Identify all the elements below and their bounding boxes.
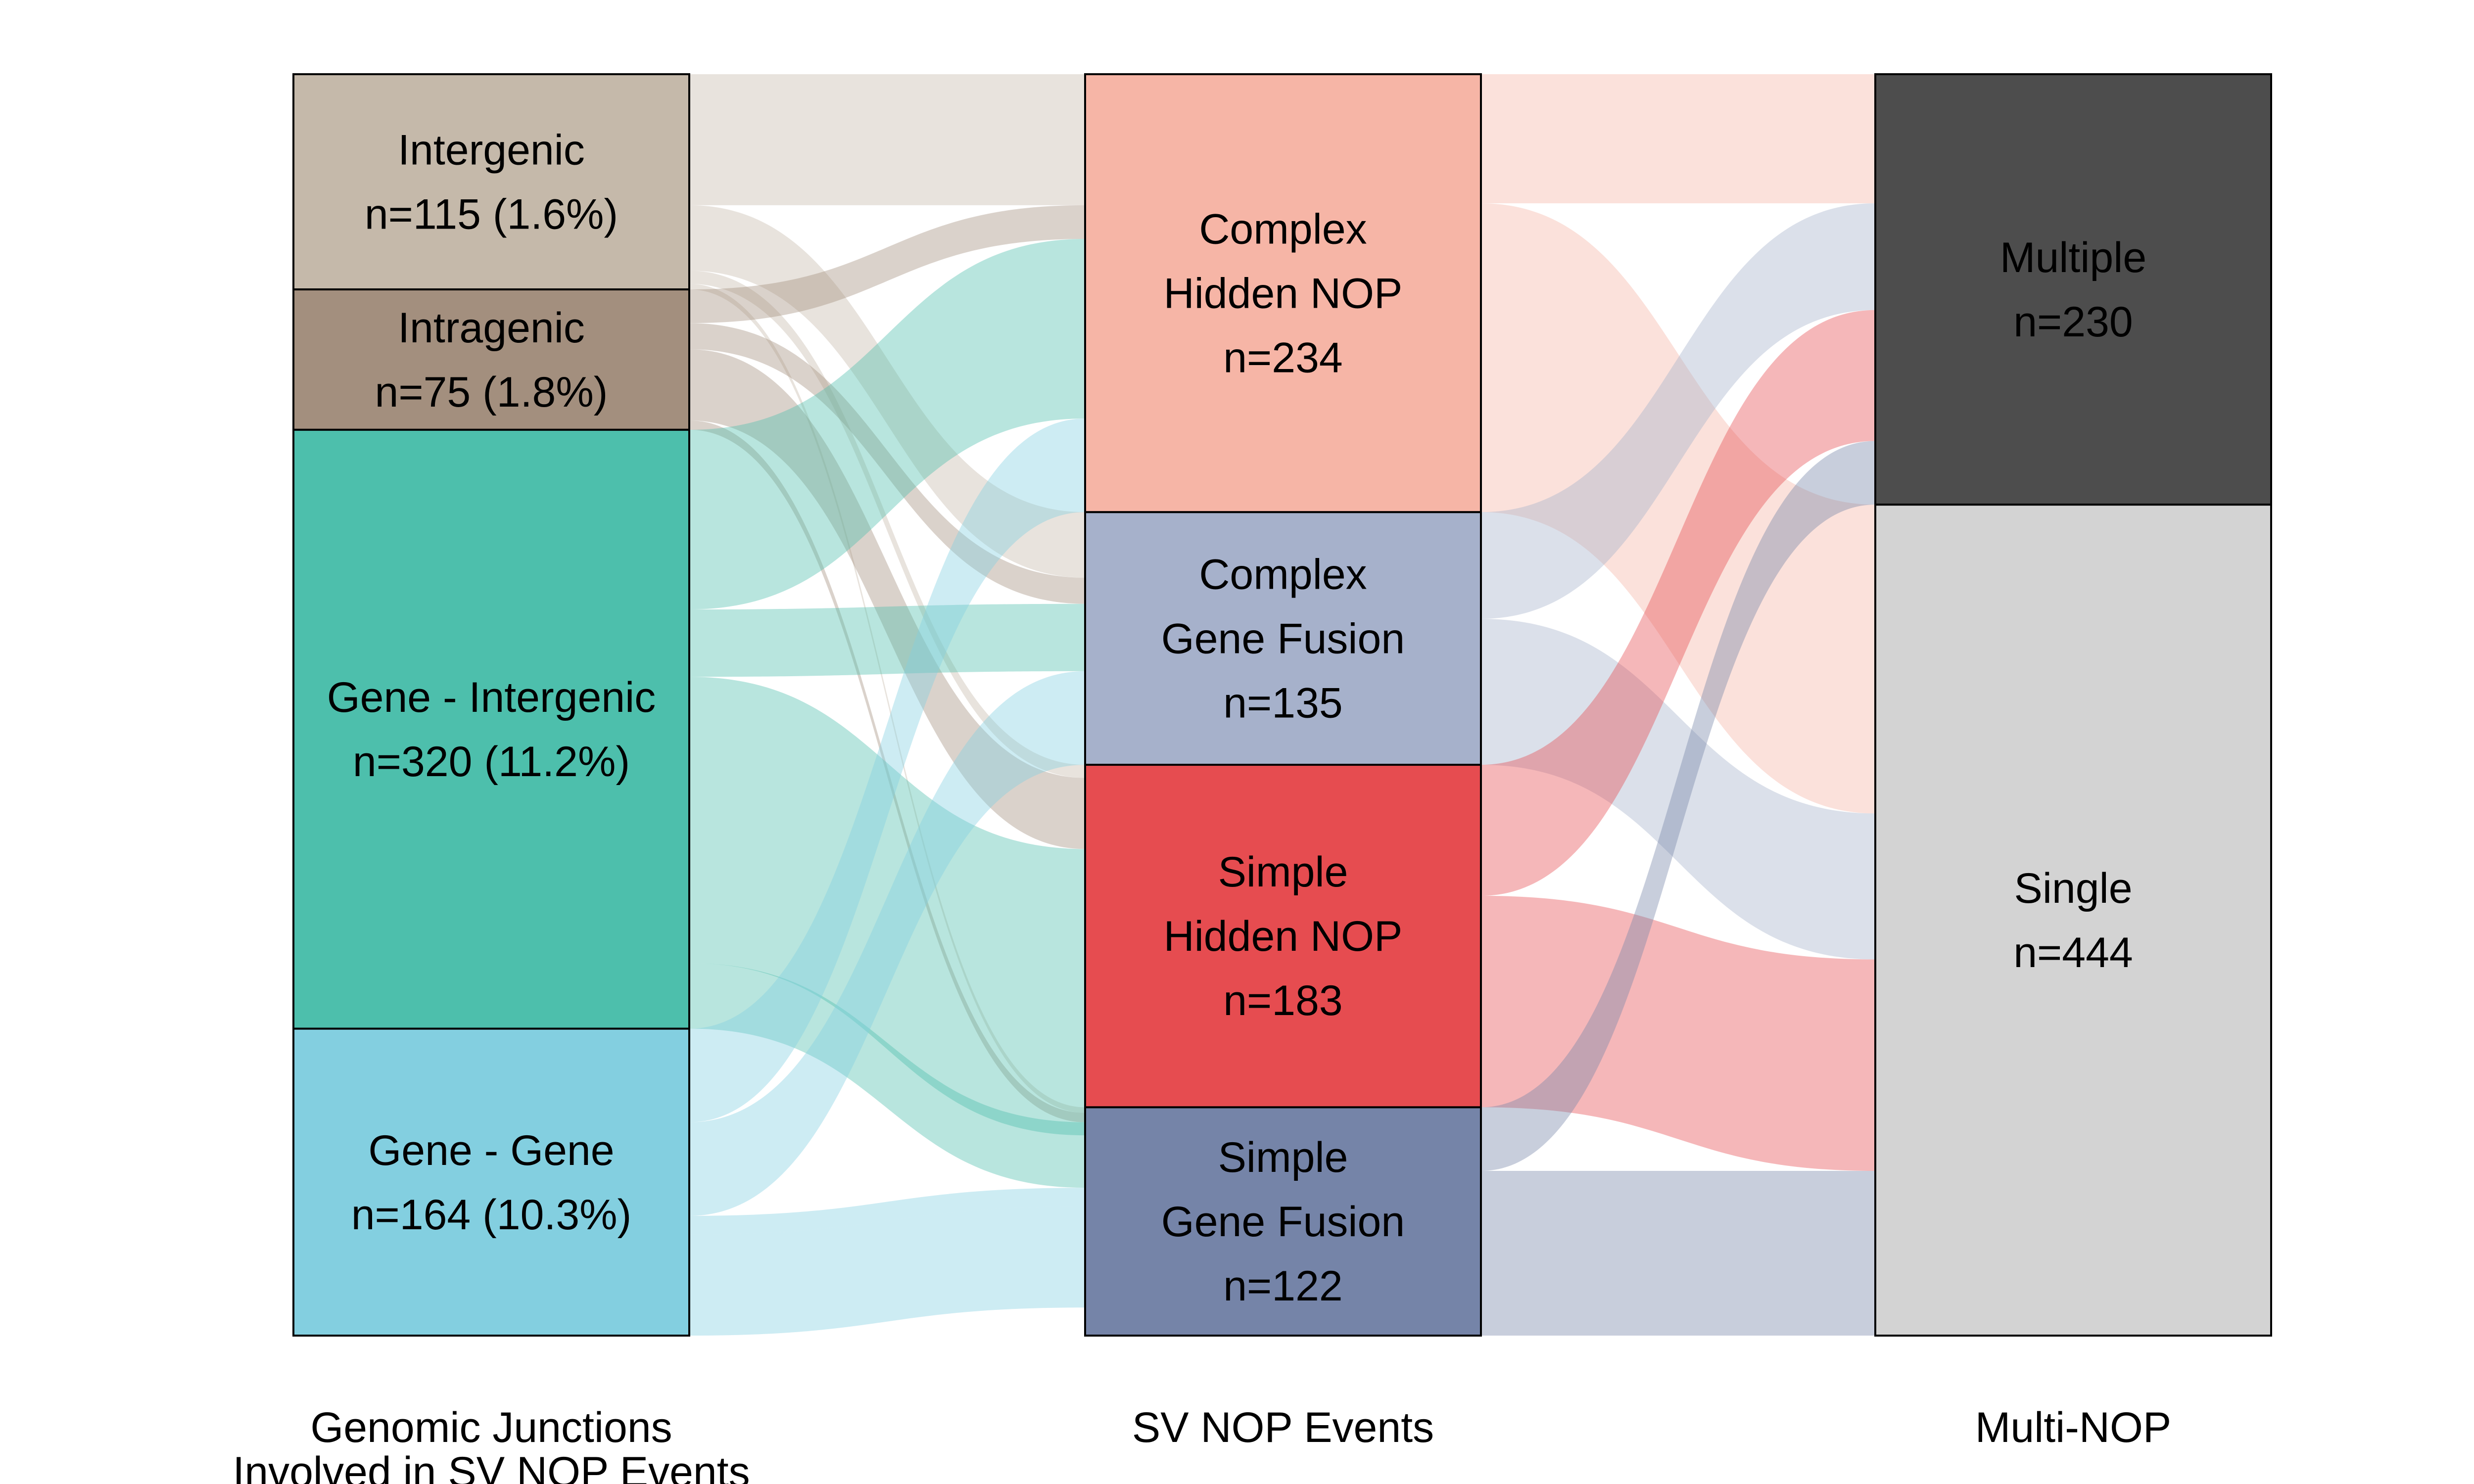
stage-label-multi-line-0: Multi-NOP xyxy=(1975,1404,2172,1451)
node-label-complex-hidden-line-2: n=234 xyxy=(1223,334,1343,382)
node-multiple: Multiple n=230 xyxy=(1874,73,2272,506)
node-gene-intergenic: Gene - Intergenic n=320 (11.2%) xyxy=(292,428,690,1030)
node-label-intergenic-line-1: n=115 (1.6%) xyxy=(365,191,618,238)
node-label-complex-fusion-line-0: Complex xyxy=(1199,551,1367,599)
node-label-complex-hidden-line-0: Complex xyxy=(1199,206,1367,253)
node-rect-simple-hidden xyxy=(1084,764,1482,1109)
nodes-layer: Intergenic n=115 (1.6%) Intragenic n=75 (1.… xyxy=(292,73,2272,1337)
node-complex-fusion: Complex Gene Fusion n=135 xyxy=(1084,511,1482,766)
link-intergenic-to-complex-hidden xyxy=(689,74,1085,205)
node-label-multiple-line-0: Multiple xyxy=(2000,234,2146,281)
link-gene-intergenic-to-complex-fusion xyxy=(689,603,1085,677)
node-label-simple-hidden-line-2: n=183 xyxy=(1223,977,1343,1024)
link-simple-hidden-to-multiple xyxy=(1481,310,1875,896)
link-gene-intergenic-to-complex-hidden xyxy=(689,238,1085,610)
node-label-complex-hidden-line-1: Hidden NOP xyxy=(1164,270,1403,318)
node-label-intragenic-line-0: Intragenic xyxy=(398,304,585,352)
node-rect-intergenic xyxy=(292,73,690,291)
link-intergenic-to-complex-fusion xyxy=(689,205,1085,578)
node-label-simple-hidden-line-1: Hidden NOP xyxy=(1164,913,1403,960)
link-simple-hidden-to-single xyxy=(1481,895,1875,1171)
link-intragenic-to-simple-hidden xyxy=(689,349,1085,849)
node-label-single-line-1: n=444 xyxy=(2013,929,2133,976)
node-intergenic: Intergenic n=115 (1.6%) xyxy=(292,73,690,291)
link-complex-fusion-to-single xyxy=(1481,618,1875,960)
node-label-complex-fusion-line-2: n=135 xyxy=(1223,680,1343,727)
node-simple-hidden: Simple Hidden NOP n=183 xyxy=(1084,764,1482,1109)
node-rect-complex-hidden xyxy=(1084,73,1482,513)
node-simple-fusion: Simple Gene Fusion n=122 xyxy=(1084,1106,1482,1337)
node-rect-multiple xyxy=(1874,73,2272,506)
node-rect-single xyxy=(1874,504,2272,1337)
node-label-gene-intergenic-line-0: Gene - Intergenic xyxy=(327,674,656,721)
link-complex-hidden-to-multiple xyxy=(1481,74,1875,204)
node-label-simple-hidden-line-0: Simple xyxy=(1218,848,1348,896)
link-gene-intergenic-to-simple-hidden xyxy=(689,677,1085,1136)
node-rect-complex-fusion xyxy=(1084,511,1482,766)
link-gene-gene-to-simple-fusion xyxy=(689,1206,1085,1336)
node-label-single-line-0: Single xyxy=(2014,865,2132,912)
link-gene-gene-to-complex-fusion xyxy=(689,671,1085,1216)
node-rect-gene-intergenic xyxy=(292,428,690,1030)
node-complex-hidden: Complex Hidden NOP n=234 xyxy=(1084,73,1482,513)
link-simple-fusion-to-single xyxy=(1481,1171,1875,1336)
link-gene-intergenic-to-simple-fusion xyxy=(689,963,1085,1188)
stage-label-junctions-line-1: Involved in SV NOP Events xyxy=(233,1448,750,1484)
node-label-gene-gene-line-1: n=164 (10.3%) xyxy=(351,1191,632,1239)
node-single: Single n=444 xyxy=(1874,504,2272,1337)
link-intragenic-to-complex-hidden xyxy=(689,205,1085,324)
stage-label-junctions-line-0: Genomic Junctions xyxy=(310,1404,672,1451)
node-label-simple-fusion-line-1: Gene Fusion xyxy=(1161,1198,1405,1246)
link-intergenic-to-simple-hidden xyxy=(689,271,1085,778)
node-gene-gene: Gene - Gene n=164 (10.3%) xyxy=(292,1027,690,1337)
links-layer xyxy=(689,74,1875,1336)
node-intragenic: Intragenic n=75 (1.8%) xyxy=(292,288,690,431)
link-complex-hidden-to-single xyxy=(1481,203,1875,814)
node-label-intragenic-line-1: n=75 (1.8%) xyxy=(375,369,608,416)
link-gene-gene-to-simple-fusion xyxy=(689,1188,1085,1235)
node-label-multiple-line-1: n=230 xyxy=(2013,298,2133,346)
link-intergenic-to-simple-fusion xyxy=(689,283,1085,1113)
node-label-complex-fusion-line-1: Gene Fusion xyxy=(1161,615,1405,663)
node-rect-simple-fusion xyxy=(1084,1106,1482,1337)
node-label-simple-fusion-line-0: Simple xyxy=(1218,1134,1348,1181)
node-rect-gene-gene xyxy=(292,1027,690,1337)
link-intragenic-to-complex-fusion xyxy=(689,323,1085,604)
link-intragenic-to-simple-fusion xyxy=(689,420,1085,1122)
link-complex-fusion-to-multiple xyxy=(1481,203,1875,619)
node-label-gene-gene-line-0: Gene - Gene xyxy=(368,1127,614,1174)
stage-label-events-line-0: SV NOP Events xyxy=(1132,1404,1434,1451)
link-simple-fusion-to-multiple xyxy=(1481,441,1875,1171)
node-label-gene-intergenic-line-1: n=320 (11.2%) xyxy=(353,738,630,786)
link-gene-gene-to-complex-hidden xyxy=(689,418,1085,1122)
node-label-intergenic-line-0: Intergenic xyxy=(398,127,585,174)
node-label-simple-fusion-line-2: n=122 xyxy=(1223,1262,1343,1310)
